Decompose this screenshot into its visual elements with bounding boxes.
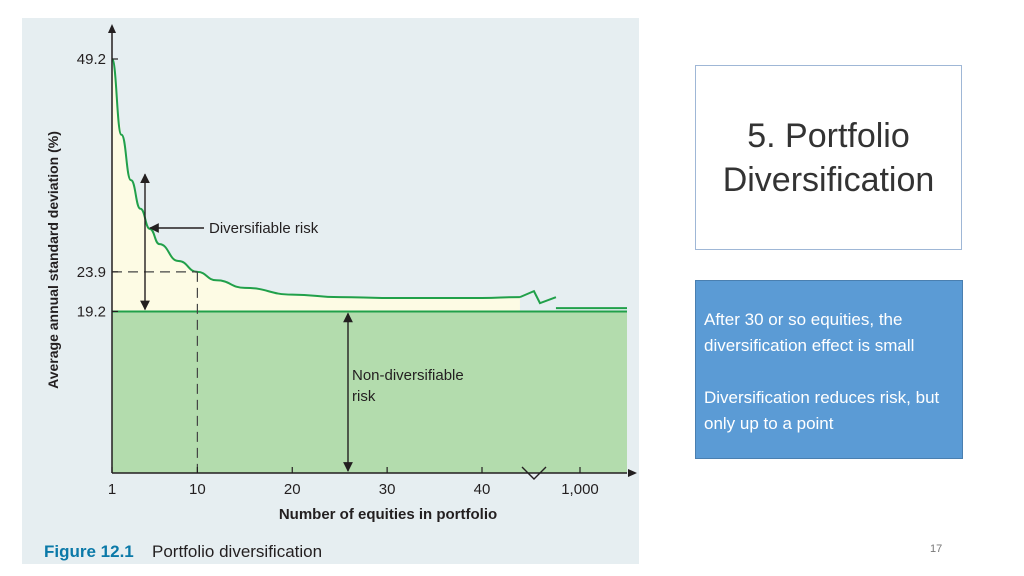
non-diversifiable-risk-area [112,311,627,473]
y-axis-arrowhead [108,24,116,33]
annotation-non-diversifiable-line2: risk [352,388,376,405]
y-tick-label: 23.9 [77,264,106,281]
y-tick-label: 19.2 [77,303,106,320]
x-tick-label: 30 [379,481,396,498]
title-box: 5. Portfolio Diversification [695,65,962,250]
x-axis-arrowhead [628,469,637,477]
x-tick-label: 20 [284,481,301,498]
note-diversification-effect: After 30 or so equities, the diversifica… [704,310,915,355]
annotation-non-diversifiable-line1: Non-diversifiable [352,367,464,384]
y-axis-title: Average annual standard deviation (%) [45,131,61,389]
diversifiable-risk-area [112,59,520,312]
annotation-diversifiable-risk: Diversifiable risk [209,220,319,237]
figure-caption-text: Portfolio diversification [152,542,322,561]
x-axis-title: Number of equities in portfolio [279,506,497,523]
page-number: 17 [930,543,943,555]
x-tick-label: 40 [474,481,491,498]
figure-panel: 1 10 20 30 40 1,000 49.2 23.9 19.2 Diversifiable… [22,18,639,564]
risk-curve [111,58,520,299]
note-reduces-risk: Diversification reduces risk, but only u… [704,388,940,433]
slide-title: 5. Portfolio Diversification [722,116,935,199]
notes-box: After 30 or so equities, the diversifica… [695,280,963,459]
y-tick-label: 49.2 [77,51,106,68]
x-tick-label: 1 [108,481,116,498]
curve-break-mark [519,289,557,305]
figure-caption-label: Figure 12.1 [44,542,134,561]
x-axis-break-mark [521,466,547,480]
x-tick-label: 10 [189,481,206,498]
x-tick-label: 1,000 [561,481,599,498]
chart-plot: 1 10 20 30 40 1,000 49.2 23.9 19.2 Diversifiable… [44,24,637,561]
